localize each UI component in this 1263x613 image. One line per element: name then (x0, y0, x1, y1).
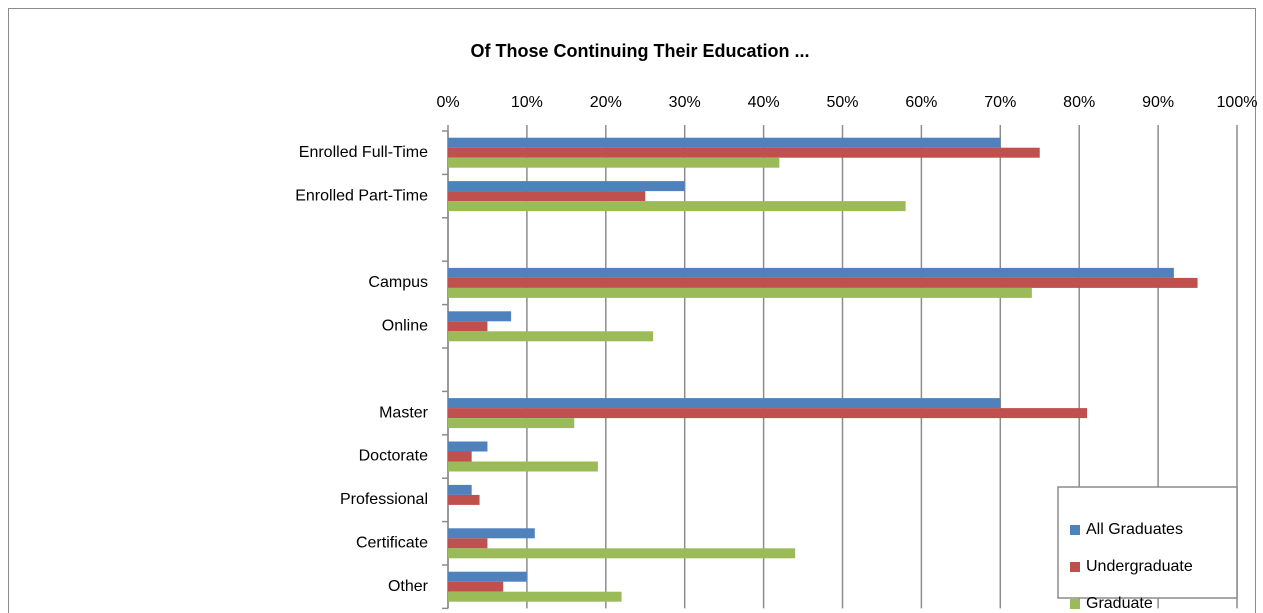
legend-swatch (1070, 525, 1080, 535)
bar (448, 451, 472, 462)
x-tick-label: 30% (669, 94, 701, 111)
chart-border (8, 8, 1256, 613)
legend-box (1057, 486, 1238, 599)
x-tick-label: 60% (905, 94, 937, 111)
x-tick-label: 50% (826, 94, 858, 111)
bar (448, 494, 480, 505)
bar (448, 311, 512, 322)
bar (448, 461, 598, 472)
bar (448, 277, 1198, 288)
legend-label: All Graduates (1086, 521, 1183, 538)
bar (448, 181, 685, 192)
bar (448, 581, 504, 592)
bar (448, 321, 488, 332)
bar (448, 408, 1088, 419)
bar (448, 147, 1040, 158)
bar (448, 331, 654, 342)
bar (448, 201, 906, 212)
x-tick-label: 70% (984, 94, 1016, 111)
x-tick-label: 40% (748, 94, 780, 111)
y-tick-label: Other (388, 578, 429, 595)
y-tick-label: Campus (368, 274, 428, 291)
bar (448, 538, 488, 549)
bar (448, 191, 646, 202)
x-tick-label: 20% (590, 94, 622, 111)
y-tick-label: Online (382, 318, 428, 335)
chart-title: Of Those Continuing Their Education ... (471, 41, 810, 61)
x-tick-label: 90% (1142, 94, 1174, 111)
bar (448, 548, 796, 559)
legend-swatch (1070, 562, 1080, 572)
bar (448, 571, 527, 582)
y-tick-label: Doctorate (359, 448, 428, 465)
y-tick-label: Certificate (356, 535, 428, 552)
legend-label: Undergraduate (1086, 558, 1193, 575)
bar (448, 137, 1001, 148)
legend-label: Graduate (1086, 595, 1153, 612)
x-tick-label: 80% (1063, 94, 1095, 111)
y-tick-label: Professional (340, 491, 428, 508)
bar (448, 287, 1032, 298)
bar (448, 591, 622, 602)
x-tick-label: 100% (1217, 94, 1258, 111)
bar (448, 267, 1174, 278)
bar (448, 484, 472, 495)
bar (448, 441, 488, 452)
bar (448, 418, 575, 429)
y-tick-label: Master (379, 404, 429, 421)
y-tick-label: Enrolled Full-Time (299, 144, 428, 161)
x-tick-label: 10% (511, 94, 543, 111)
x-tick-label: 0% (436, 94, 459, 111)
bar (448, 398, 1001, 409)
bar (448, 157, 780, 168)
legend-swatch (1070, 599, 1080, 609)
y-tick-label: Enrolled Part-Time (295, 187, 428, 204)
bar (448, 528, 535, 539)
